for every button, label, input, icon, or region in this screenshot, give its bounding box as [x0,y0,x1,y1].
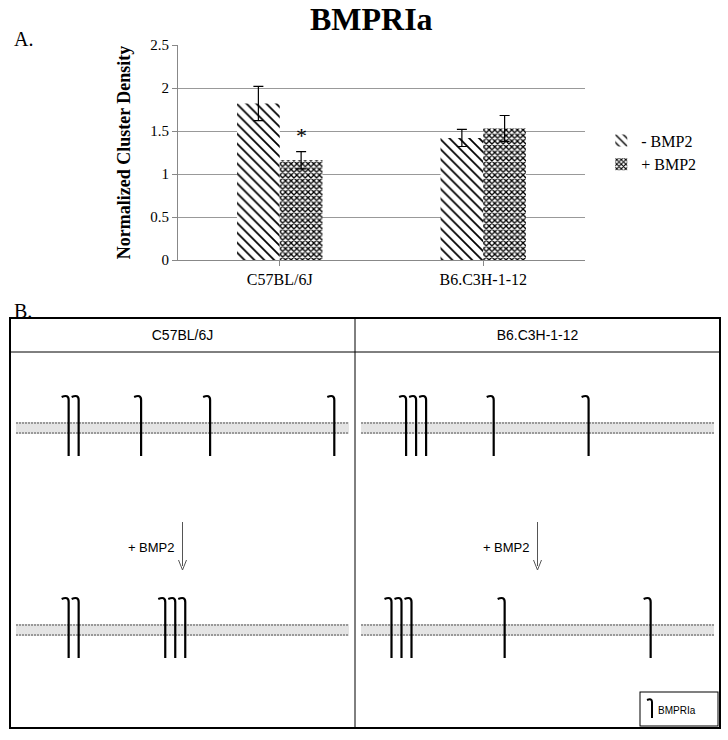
svg-text:+ BMP2: + BMP2 [483,540,530,555]
html-text:A.: A. [14,28,34,50]
svg-text:BMPRIa: BMPRIa [658,705,696,716]
html-text:B.: B. [14,300,33,322]
svg-text:1.5: 1.5 [150,123,169,139]
svg-text:0.5: 0.5 [150,209,169,225]
svg-text:C57BL/6J: C57BL/6J [152,327,213,343]
svg-text:0: 0 [162,252,170,268]
svg-text:+ BMP2: + BMP2 [641,156,696,173]
svg-text:2.5: 2.5 [150,37,169,53]
svg-text:1: 1 [162,166,170,182]
svg-text:Normalized Cluster Density: Normalized Cluster Density [114,46,134,260]
svg-text:- BMP2: - BMP2 [641,133,692,150]
svg-text:C57BL/6J: C57BL/6J [247,271,313,288]
svg-text:BMPRIa: BMPRIa [310,1,433,37]
svg-text:*: * [296,123,307,148]
svg-text:2: 2 [162,80,170,96]
svg-text:B6.C3H-1-12: B6.C3H-1-12 [439,271,527,288]
svg-text:+ BMP2: + BMP2 [128,540,175,555]
svg-text:B6.C3H-1-12: B6.C3H-1-12 [497,327,579,343]
